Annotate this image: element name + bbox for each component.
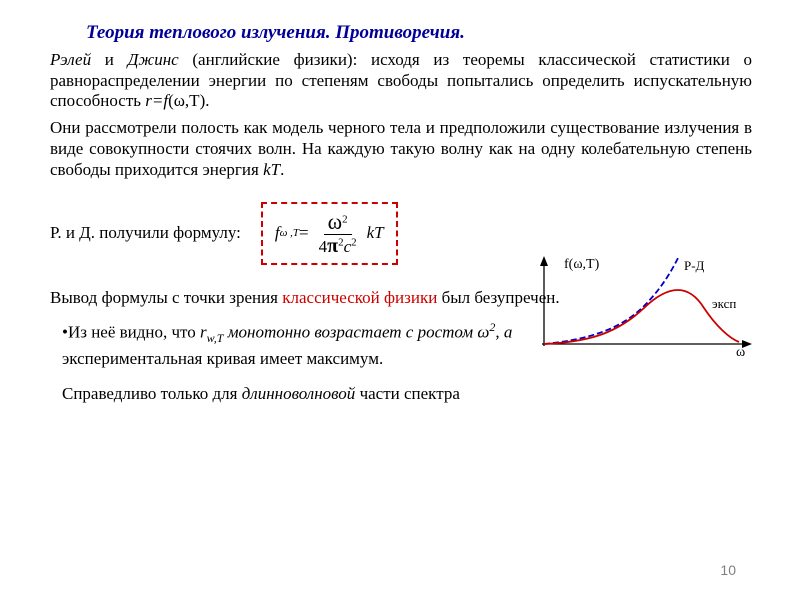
y-axis-label: f(ω,T) [564, 257, 600, 272]
text: Они рассмотрели полость как модель черно… [50, 118, 752, 178]
r-var: r [200, 323, 207, 342]
pi: π [327, 235, 338, 257]
numerator: ω2 [324, 210, 352, 235]
page-number: 10 [720, 562, 736, 578]
kT: kT [263, 160, 280, 179]
chart: f(ω,T) ω Р-Д эксп [534, 256, 754, 366]
text: , а [495, 323, 512, 342]
text: Вывод формулы с точки зрения [50, 288, 282, 307]
x-axis-label: ω [736, 345, 745, 360]
series-rj-label: Р-Д [684, 258, 705, 273]
red-text: классической физики [282, 288, 437, 307]
denominator: 4π2c2 [315, 235, 361, 257]
series-exp [544, 290, 739, 344]
para-4: Справедливо только для длинноволновой ча… [62, 384, 752, 404]
page-title: Теория теплового излучения. Противоречия… [86, 22, 752, 44]
omega: ω [328, 209, 342, 234]
kT2: kT [367, 223, 384, 243]
text: •Из неё видно, что [62, 323, 200, 342]
em-text: длинноволновой [242, 384, 356, 403]
omega-sq: 2 [342, 213, 348, 225]
y-arrow-icon [540, 256, 548, 266]
text: Справедливо только для [62, 384, 242, 403]
c: c [344, 237, 352, 256]
text-italic: монотонно возрастает с ростом ω [223, 323, 489, 342]
formula-box: fω ,T = ω2 4π2c2 kT [261, 202, 398, 265]
dot: . [280, 160, 284, 179]
chart-svg: f(ω,T) ω Р-Д эксп [534, 256, 754, 366]
fraction: ω2 4π2c2 [315, 210, 361, 257]
four: 4 [319, 237, 328, 256]
r-tail: (ω,T). [168, 91, 209, 110]
f-lhs-sub: ω ,T [280, 227, 299, 239]
text: и [91, 50, 127, 69]
para-2: Они рассмотрели полость как модель черно… [50, 118, 752, 180]
eq: = [299, 223, 309, 243]
r-sub: w,T [207, 331, 224, 345]
name-rayleigh: Рэлей [50, 50, 91, 69]
c-sq: 2 [351, 236, 357, 248]
name-jeans: Джинс [128, 50, 179, 69]
series-exp-label: эксп [712, 296, 736, 311]
para-1: Рэлей и Джинс (английские физики): исход… [50, 50, 752, 112]
formula-label: Р. и Д. получили формулу: [50, 223, 241, 243]
r-fun: r=f [145, 91, 168, 110]
text: части спектра [355, 384, 460, 403]
